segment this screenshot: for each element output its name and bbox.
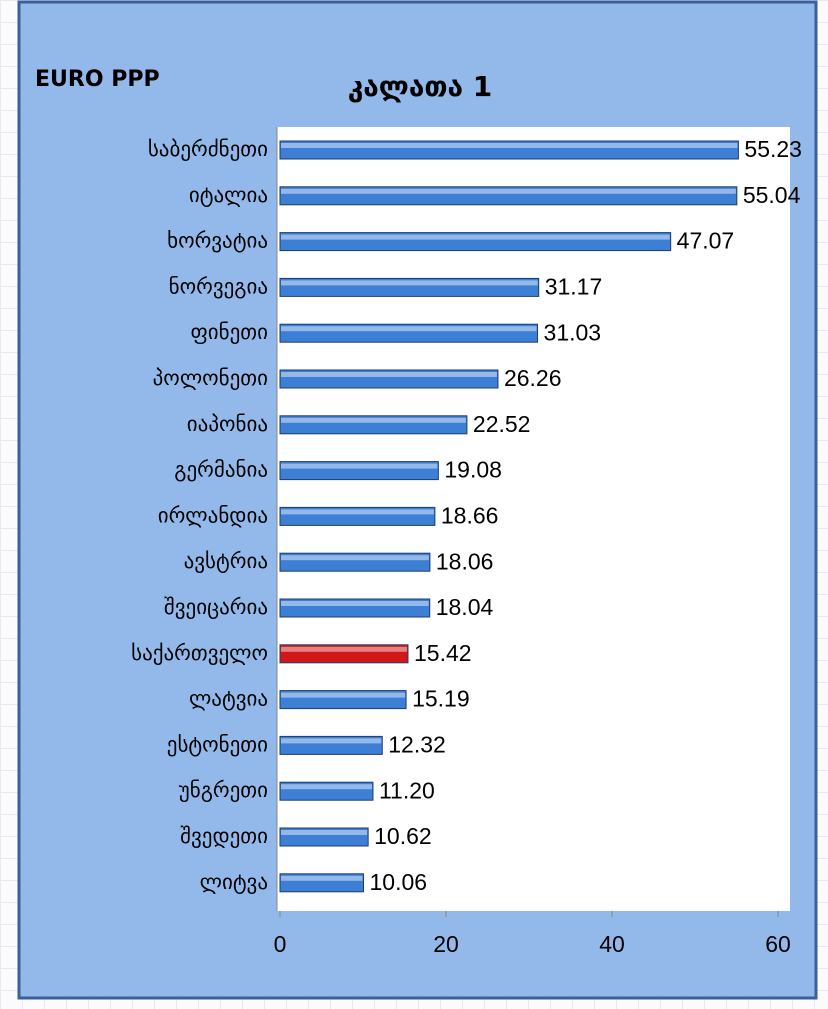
y-tick-label: ირლანდია — [158, 503, 268, 527]
x-tick-label: 40 — [599, 931, 625, 957]
bar — [279, 735, 383, 755]
y-tick-label: გერმანია — [174, 458, 268, 482]
data-label: 10.06 — [369, 869, 427, 895]
y-tick-label: საქართველო — [131, 641, 268, 665]
data-label: 19.08 — [444, 457, 502, 483]
data-label: 31.03 — [544, 319, 602, 345]
chart-title: კალათა 1 — [348, 70, 493, 103]
bar-shine — [281, 738, 382, 744]
bar — [279, 323, 539, 343]
bar-shine — [281, 234, 670, 240]
data-label: 55.04 — [743, 182, 801, 208]
bar-shine — [281, 601, 429, 606]
data-label: 18.06 — [436, 548, 494, 574]
bar — [279, 277, 540, 297]
data-label: 10.62 — [374, 823, 432, 849]
bar — [279, 461, 439, 481]
bar-shine — [281, 372, 497, 377]
y-tick-label: ნორვეგია — [169, 274, 268, 298]
y-tick-label: შვედეთი — [180, 824, 268, 848]
data-label: 15.19 — [412, 686, 470, 712]
y-tick-label: ავსტრია — [184, 549, 268, 573]
y-tick-label: საბერძნეთი — [148, 137, 268, 161]
bar — [279, 644, 409, 664]
y-tick-label: ლიტვა — [200, 870, 268, 894]
bar — [279, 873, 364, 893]
y-tick-label: ფინეთი — [190, 320, 268, 344]
data-label: 11.20 — [379, 777, 435, 803]
bar — [279, 598, 431, 618]
data-label: 47.07 — [677, 228, 735, 254]
bar-shine — [281, 509, 434, 515]
x-tick-label: 60 — [765, 931, 791, 957]
x-tick-label: 20 — [433, 931, 459, 957]
bar-shine — [281, 463, 438, 469]
data-label: 15.42 — [414, 640, 472, 666]
bar — [279, 369, 499, 389]
bar — [279, 827, 369, 847]
bar — [279, 506, 436, 526]
bar-shine — [281, 326, 537, 332]
bar — [279, 186, 738, 206]
data-label: 26.26 — [504, 365, 562, 391]
bar-shine — [281, 784, 372, 790]
data-label: 31.17 — [545, 273, 603, 299]
bar-shine — [281, 646, 407, 652]
bar-shine — [281, 692, 406, 698]
data-label: 18.66 — [441, 502, 499, 528]
bar-shine — [281, 875, 363, 881]
data-label: 18.04 — [436, 594, 494, 620]
bar-shine — [281, 555, 429, 561]
chart-subtitle: EURO PPP — [35, 67, 160, 92]
y-tick-label: ესტონეთი — [167, 732, 268, 756]
y-tick-label: იაპონია — [187, 412, 268, 436]
y-tick-label: იტალია — [189, 183, 268, 207]
y-tick-label: უნგრეთი — [179, 778, 268, 802]
x-tick-label: 0 — [274, 931, 287, 957]
bar — [279, 232, 672, 252]
data-label: 55.23 — [744, 136, 802, 162]
bar-shine — [281, 417, 466, 423]
bar — [279, 552, 431, 572]
y-tick-label: შვეიცარია — [164, 595, 268, 619]
bar — [279, 690, 407, 710]
bar-shine — [281, 188, 736, 194]
data-label: 12.32 — [388, 731, 446, 757]
bar-shine — [281, 143, 738, 148]
bar — [279, 781, 374, 801]
y-tick-label: ხორვატია — [167, 229, 268, 253]
bar — [279, 415, 468, 435]
data-label: 22.52 — [473, 411, 531, 437]
y-tick-label: პოლონეთი — [153, 366, 268, 390]
bar-shine — [281, 280, 538, 286]
y-tick-label: ლატვია — [189, 687, 268, 711]
bar-shine — [281, 830, 368, 835]
bar — [279, 140, 739, 160]
